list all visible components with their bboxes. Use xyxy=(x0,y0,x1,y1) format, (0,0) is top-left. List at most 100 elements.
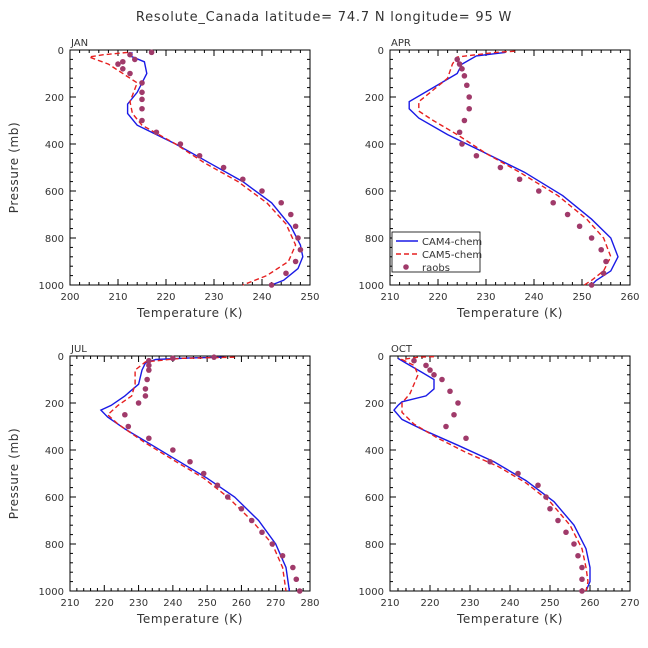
data-point xyxy=(125,423,132,430)
data-point xyxy=(588,282,595,288)
x-tick-label: 240 xyxy=(500,598,519,609)
data-point xyxy=(259,529,265,536)
data-point xyxy=(536,188,542,194)
data-point xyxy=(459,141,465,147)
data-point xyxy=(461,73,468,79)
series-raobs xyxy=(454,56,609,288)
panel-oct: 210 220 230 240 250 260 270 0 200 400 600 800 1000 OC… xyxy=(359,344,640,626)
series-line-cam5-chem xyxy=(418,50,612,286)
data-point xyxy=(515,470,521,477)
legend-marker xyxy=(403,264,409,270)
data-point xyxy=(278,199,285,206)
data-point xyxy=(132,56,138,63)
plot-frame xyxy=(389,49,631,286)
data-point xyxy=(187,458,193,465)
y-tick-label: 200 xyxy=(365,399,384,410)
x-tick-label: 260 xyxy=(580,598,599,609)
y-tick-label: 400 xyxy=(45,140,64,151)
data-point xyxy=(588,235,595,241)
data-point xyxy=(292,223,299,230)
x-tick-label: 230 xyxy=(204,292,223,303)
data-point xyxy=(122,411,128,418)
x-tick-label: 240 xyxy=(252,292,271,303)
x-axis-title: Temperature (K) xyxy=(456,306,563,320)
data-point xyxy=(144,376,150,383)
y-tick-label: 1000 xyxy=(359,587,384,598)
x-tick-label: 260 xyxy=(232,598,251,609)
y-tick-label: 600 xyxy=(45,187,64,198)
y-tick-label: 0 xyxy=(378,46,384,57)
data-point xyxy=(214,482,221,489)
data-point xyxy=(283,270,289,277)
series-line-cam4-chem xyxy=(393,357,591,592)
data-point xyxy=(177,141,184,147)
data-point xyxy=(439,376,445,383)
data-point xyxy=(279,552,286,559)
y-tick-label: 200 xyxy=(45,399,64,410)
data-point xyxy=(295,235,301,241)
y-tick-label: 800 xyxy=(365,234,384,245)
x-tick-label: 230 xyxy=(476,292,495,303)
y-tick-label: 400 xyxy=(365,140,384,151)
panel-label: OCT xyxy=(391,344,413,355)
data-point xyxy=(292,258,299,265)
data-point xyxy=(459,66,465,72)
x-tick-label: 250 xyxy=(540,598,559,609)
data-point xyxy=(120,66,126,72)
data-point xyxy=(146,357,152,364)
data-point xyxy=(579,576,585,583)
y-tick-label: 1000 xyxy=(39,587,64,598)
data-point xyxy=(550,199,556,206)
data-point xyxy=(487,458,493,465)
panel-jul: 210 220 230 240 250 260 270 280 0 200 400 600 800 100… xyxy=(7,344,320,626)
data-point xyxy=(115,61,121,67)
x-axis-title: Temperature (K) xyxy=(456,612,563,626)
y-tick-label: 800 xyxy=(365,540,384,551)
panels: 200 210 220 230 240 250 0 200 400 600 800 1000 JAN Te… xyxy=(7,38,640,626)
data-point xyxy=(269,541,276,547)
x-tick-label: 250 xyxy=(300,292,319,303)
series-line-cam4-chem xyxy=(99,356,291,592)
data-point xyxy=(575,552,581,559)
data-point xyxy=(220,164,227,171)
panel-label: JAN xyxy=(70,38,88,49)
data-point xyxy=(139,80,145,86)
data-point xyxy=(423,362,429,369)
y-tick-label: 800 xyxy=(45,540,64,551)
data-point xyxy=(461,117,468,124)
data-point xyxy=(455,400,461,406)
x-tick-label: 220 xyxy=(156,292,175,303)
y-tick-label: 600 xyxy=(45,493,64,504)
x-tick-label: 200 xyxy=(60,292,79,303)
data-point xyxy=(224,494,231,500)
x-tick-label: 280 xyxy=(300,598,319,609)
y-tick-label: 200 xyxy=(365,93,384,104)
y-tick-label: 0 xyxy=(58,46,64,57)
y-axis-title: Pressure (mb) xyxy=(7,428,21,520)
data-point xyxy=(463,435,469,442)
legend-label: raobs xyxy=(422,263,450,274)
y-tick-label: 600 xyxy=(365,493,384,504)
data-point xyxy=(564,211,571,218)
data-point xyxy=(600,270,607,277)
data-point xyxy=(464,82,470,89)
data-point xyxy=(456,61,463,67)
data-point xyxy=(196,152,203,159)
data-point xyxy=(146,367,152,373)
x-tick-label: 220 xyxy=(428,292,447,303)
data-point xyxy=(598,246,604,253)
x-tick-label: 210 xyxy=(380,292,399,303)
series-line-cam5-chem xyxy=(399,356,589,592)
data-point xyxy=(139,117,145,124)
data-point xyxy=(170,447,176,453)
y-tick-label: 600 xyxy=(365,187,384,198)
x-tick-label: 230 xyxy=(460,598,479,609)
x-tick-label: 230 xyxy=(129,598,148,609)
data-point xyxy=(290,564,296,571)
plot-frame xyxy=(69,49,311,286)
data-point xyxy=(543,494,549,500)
legend-label: CAM5-chem xyxy=(422,250,482,261)
data-point xyxy=(447,388,453,395)
data-point xyxy=(443,423,449,430)
data-point xyxy=(431,372,437,378)
